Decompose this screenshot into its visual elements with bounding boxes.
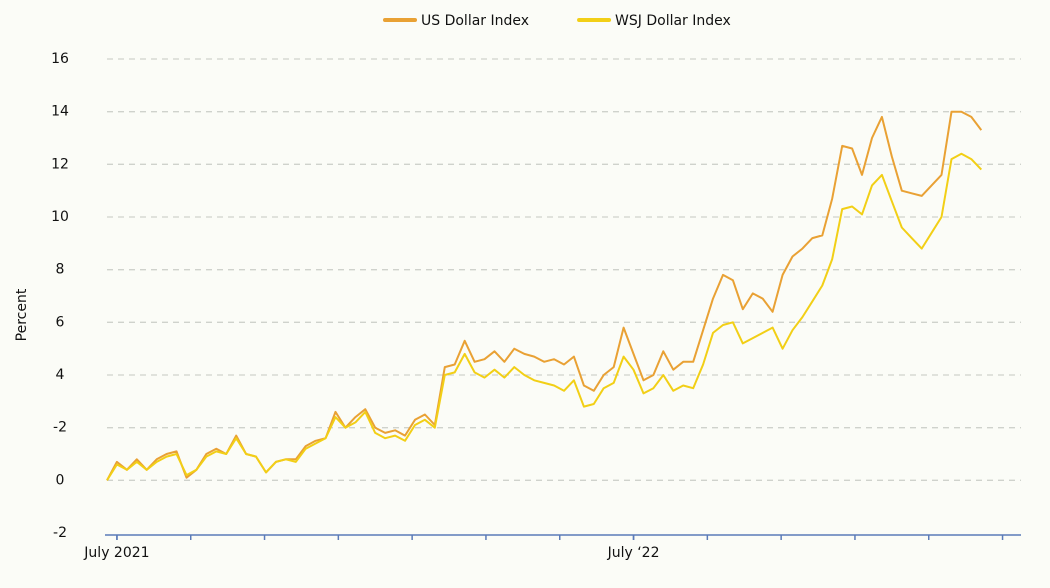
y-tick-label: 12 [51,156,69,172]
y-tick-label: 8 [56,262,65,278]
y-tick-label: 0 [56,472,65,488]
legend-label: WSJ Dollar Index [615,13,731,29]
y-tick-label: 6 [56,314,65,330]
y-tick-label: 10 [51,209,69,225]
y-axis-label: Percent [14,288,30,341]
y-tick-label: 14 [51,104,69,120]
y-tick-label: 16 [51,51,69,67]
y-tick-label: -2 [53,420,67,436]
y-tick-label: 4 [56,367,65,383]
legend-label: US Dollar Index [421,13,529,29]
x-tick-label: July 2021 [83,545,149,561]
x-tick-label: July ‘22 [607,545,660,561]
line [106,152,983,481]
y-tick-label: -2 [53,525,67,541]
